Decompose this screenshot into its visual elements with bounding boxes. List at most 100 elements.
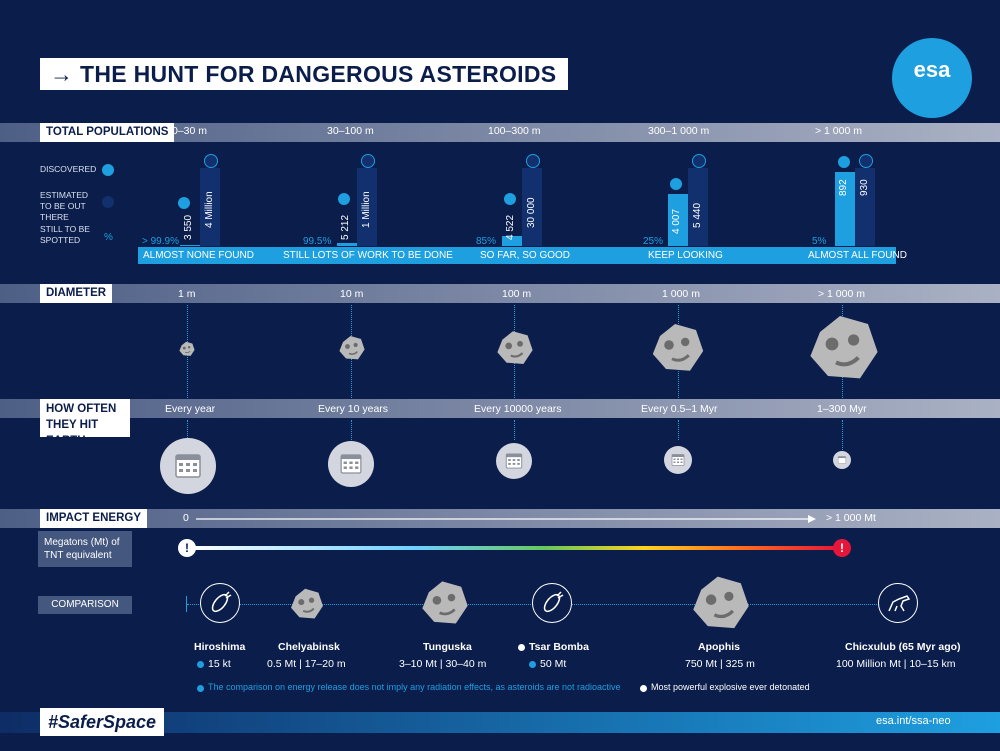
status-bar: ALMOST NONE FOUND STILL LOTS OF WORK TO …: [138, 247, 907, 264]
estimated-asteroid-icon: [859, 154, 873, 168]
guide-line: [514, 420, 515, 440]
explosive-marker: [640, 685, 647, 692]
discovered-count: 5 212: [340, 214, 351, 240]
estimated-asteroid-icon: [102, 196, 114, 208]
asteroid-icon: [652, 324, 704, 371]
estimated-asteroid-icon: [361, 154, 375, 168]
legend-pct-symbol: %: [104, 232, 113, 243]
esa-logo-text: esa: [913, 57, 951, 82]
calendar-icon: [496, 443, 532, 479]
discovered-count: 892: [838, 179, 849, 196]
bar-estimated: [688, 168, 708, 246]
radiation-marker: [197, 661, 204, 668]
comparison-value: 750 Mt | 325 m: [685, 658, 755, 670]
status-3: KEEP LOOKING: [648, 250, 723, 261]
comparison-name: Chelyabinsk: [278, 641, 340, 653]
calendar-icon: [664, 446, 692, 474]
estimated-count: 4 Million: [204, 191, 215, 228]
asteroid-icon: [339, 336, 365, 360]
low-alert-icon: !: [178, 539, 196, 557]
estimated-count: 1 Million: [361, 191, 372, 228]
diameter-band: [0, 284, 1000, 303]
bar-estimated: [200, 168, 220, 246]
bomb-icon: [200, 583, 240, 623]
asteroid-icon: [693, 576, 749, 629]
diameter-0: 1 m: [178, 288, 196, 300]
energy-unit-label: Megatons (Mt) of TNT equivalent: [44, 537, 120, 561]
comparison-name: Tsar Bomba: [529, 641, 589, 653]
high-alert-icon: !: [833, 539, 851, 557]
size-header-3: 300–1 000 m: [648, 125, 710, 137]
populations-label: TOTAL POPULATIONS: [40, 123, 175, 142]
energy-gradient: [187, 546, 841, 550]
diameter-2: 100 m: [502, 288, 532, 300]
status-4: ALMOST ALL FOUND: [808, 250, 907, 261]
explosive-note: Most powerful explosive ever detonated: [651, 682, 810, 692]
pct-still: > 99.9%: [142, 236, 179, 247]
energy-end: > 1 000 Mt: [826, 512, 876, 524]
estimated-asteroid-icon: [692, 154, 706, 168]
pct-still: 25%: [643, 236, 664, 247]
energy-unit-box: Megatons (Mt) of TNT equivalent: [38, 531, 132, 567]
frequency-band: [0, 399, 1000, 418]
bar-discovered: [835, 172, 855, 246]
explosive-marker: [518, 644, 525, 651]
estimated-count: 30 000: [526, 197, 537, 228]
discovered-asteroid-icon: [178, 197, 190, 209]
size-header-4: > 1 000 m: [815, 125, 862, 137]
guide-line: [351, 420, 352, 440]
diameter-4: > 1 000 m: [818, 288, 865, 300]
comparison-value: 3–10 Mt | 30–40 m: [399, 658, 487, 670]
status-1: STILL LOTS OF WORK TO BE DONE: [283, 250, 453, 261]
asteroid-icon: [497, 331, 533, 364]
footer-url[interactable]: esa.int/ssa-neo: [876, 715, 951, 727]
bar-estimated: [855, 168, 875, 246]
frequency-1: Every 10 years: [318, 403, 389, 415]
discovered-count: 3 550: [183, 214, 194, 240]
radiation-note: The comparison on energy release does no…: [208, 682, 621, 692]
comparison-value: 100 Million Mt | 10–15 km: [836, 658, 956, 670]
pct-still: 5%: [812, 236, 827, 247]
size-header-2: 100–300 m: [488, 125, 541, 137]
asteroid-icon: [422, 581, 468, 624]
bar-discovered: [668, 194, 688, 246]
legend-discovered: DISCOVERED: [40, 164, 97, 174]
diameter-label: DIAMETER: [40, 284, 113, 303]
frequency-0: Every year: [165, 403, 216, 415]
discovered-asteroid-icon: [838, 156, 850, 168]
frequency-3: Every 0.5–1 Myr: [641, 403, 718, 415]
frequency-label: HOW OFTEN THEY HIT EARTH: [40, 399, 130, 447]
bar-estimated: [522, 168, 542, 246]
status-2: SO FAR, SO GOOD: [480, 250, 571, 261]
calendar-icon: [328, 441, 374, 487]
size-header-1: 30–100 m: [327, 125, 374, 137]
frequency-4: 1–300 Myr: [817, 403, 867, 415]
pct-still: 99.5%: [303, 236, 332, 247]
estimated-count: 930: [859, 179, 870, 196]
discovered-asteroid-icon: [102, 164, 114, 176]
dinosaur-icon: [878, 583, 918, 623]
esa-logo: esa: [892, 38, 972, 118]
bar-discovered: [337, 243, 357, 246]
comparison-name: Tunguska: [423, 641, 472, 653]
frequency-2: Every 10000 years: [474, 403, 562, 415]
comparison-name: Apophis: [698, 641, 740, 653]
comparison-value: 0.5 Mt | 17–20 m: [267, 658, 346, 670]
page-title: → THE HUNT FOR DANGEROUS ASTEROIDS: [40, 58, 569, 90]
radiation-marker: [529, 661, 536, 668]
discovered-count: 4 007: [671, 208, 682, 234]
footer-bar: [0, 712, 1000, 733]
energy-arrow: [196, 515, 816, 523]
hashtag: #SaferSpace: [40, 708, 165, 736]
diameter-3: 1 000 m: [662, 288, 700, 300]
asteroid-icon: [179, 341, 195, 356]
estimated-count: 5 440: [692, 202, 703, 228]
guide-line: [842, 420, 843, 450]
diameter-1: 10 m: [340, 288, 364, 300]
comparison-value: 15 kt: [208, 658, 231, 670]
bar-discovered: [502, 236, 522, 246]
radiation-marker: [197, 685, 204, 692]
guide-line: [678, 420, 679, 440]
calendar-icon: [160, 438, 216, 494]
comparison-value: 50 Mt: [540, 658, 567, 670]
